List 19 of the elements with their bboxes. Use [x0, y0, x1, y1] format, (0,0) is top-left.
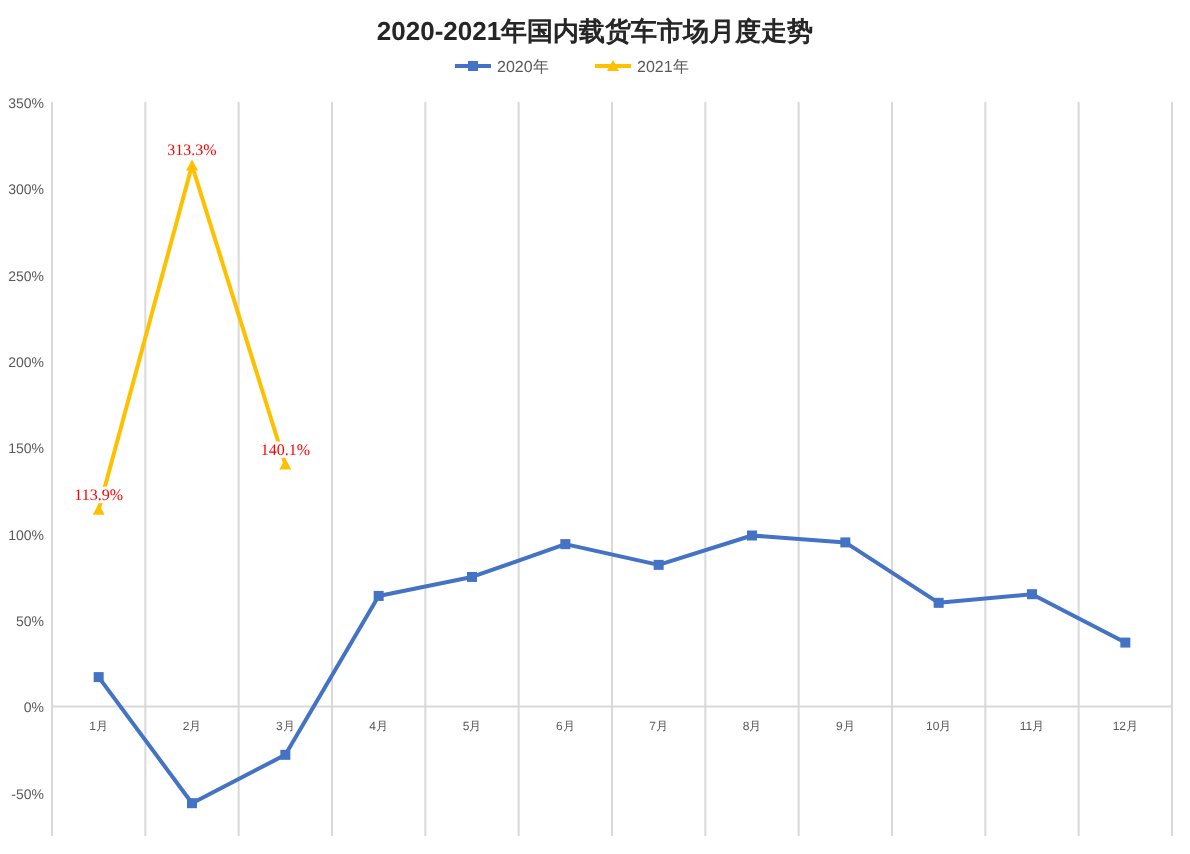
- point: [187, 798, 197, 809]
- chart-title: 2020-2021年国内载货车市场月度走势: [376, 16, 814, 46]
- point: [1120, 637, 1131, 648]
- point: [1027, 589, 1037, 600]
- point: [747, 530, 757, 541]
- point: [373, 590, 384, 601]
- point: [653, 559, 664, 570]
- legend-label: 2020年: [497, 58, 549, 76]
- point: [186, 159, 198, 171]
- point: [92, 503, 105, 515]
- point: [467, 571, 477, 582]
- point: [560, 539, 571, 550]
- legend-label: 2021年: [637, 58, 689, 76]
- point: [93, 672, 104, 683]
- point: [933, 597, 944, 608]
- data-label: 313.3%: [167, 141, 218, 160]
- point: [279, 458, 292, 470]
- point: [840, 537, 851, 548]
- point: [280, 749, 291, 760]
